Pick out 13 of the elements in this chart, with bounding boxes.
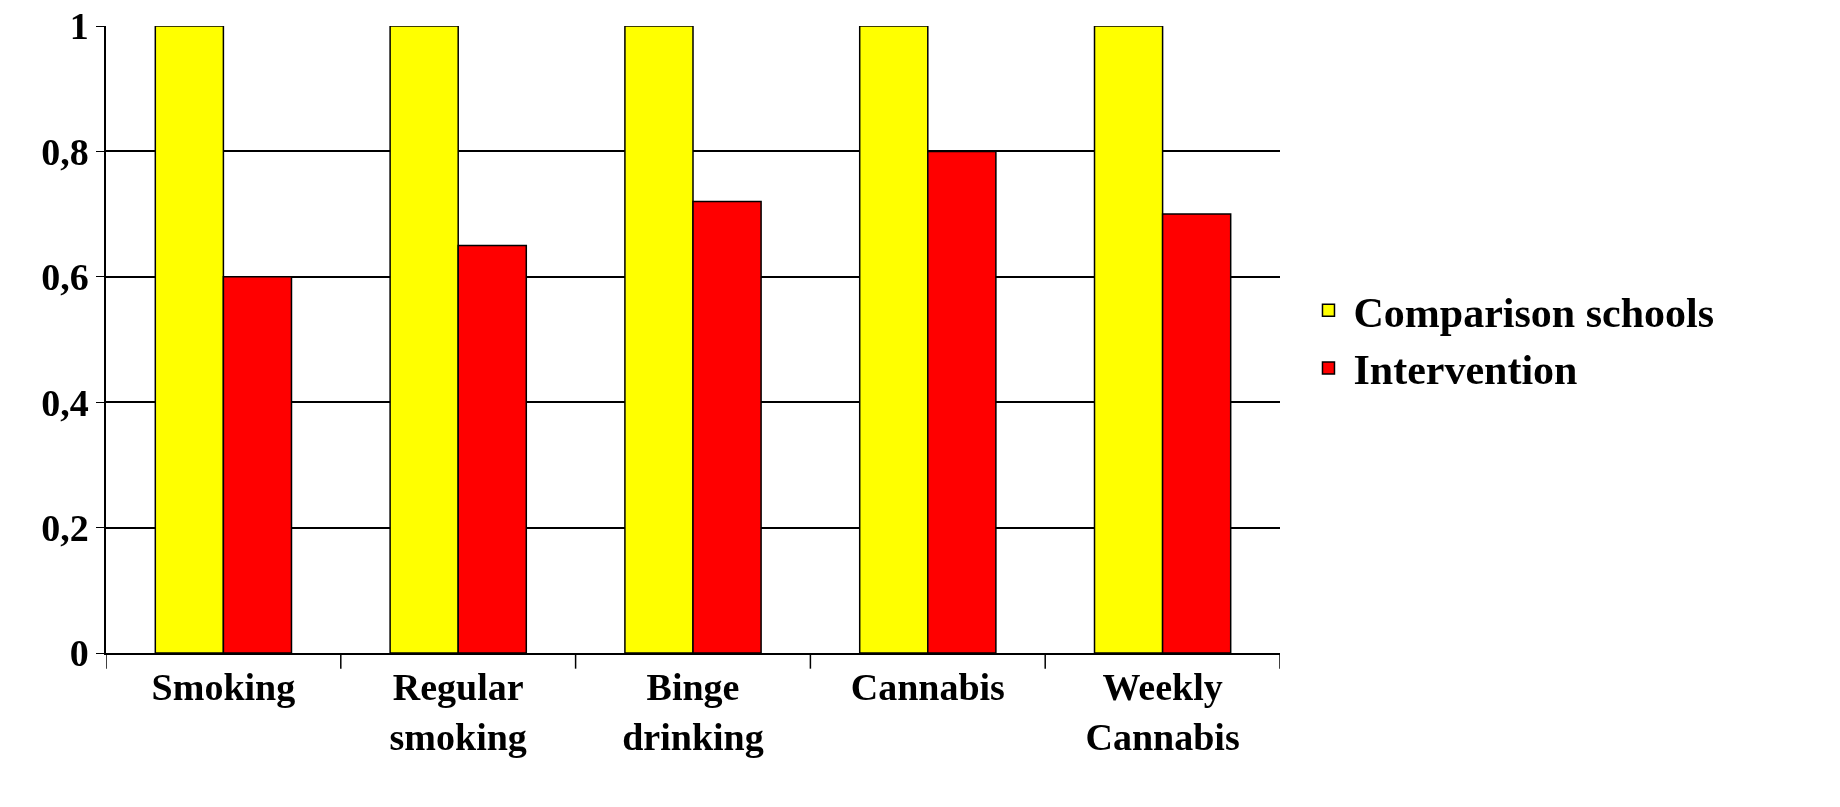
y-tick-label: 0,6: [41, 256, 89, 299]
x-tick-label: Regular smoking: [389, 666, 527, 758]
y-tick-label: 0,2: [41, 506, 89, 549]
y-tick-label: 0,4: [41, 381, 89, 424]
x-tick-label: Cannabis: [850, 666, 1005, 709]
legend-label: Intervention: [1353, 347, 1578, 394]
y-tick-label: 0,8: [41, 130, 89, 173]
x-tick-label: Binge drinking: [622, 666, 764, 758]
legend-label: Comparison schools: [1353, 289, 1715, 336]
x-tick-label: Weekly Cannabis: [1085, 666, 1240, 758]
y-tick-label: 0: [69, 632, 89, 675]
y-tick-label: 1: [69, 5, 89, 48]
x-tick-label: Smoking: [151, 666, 296, 709]
